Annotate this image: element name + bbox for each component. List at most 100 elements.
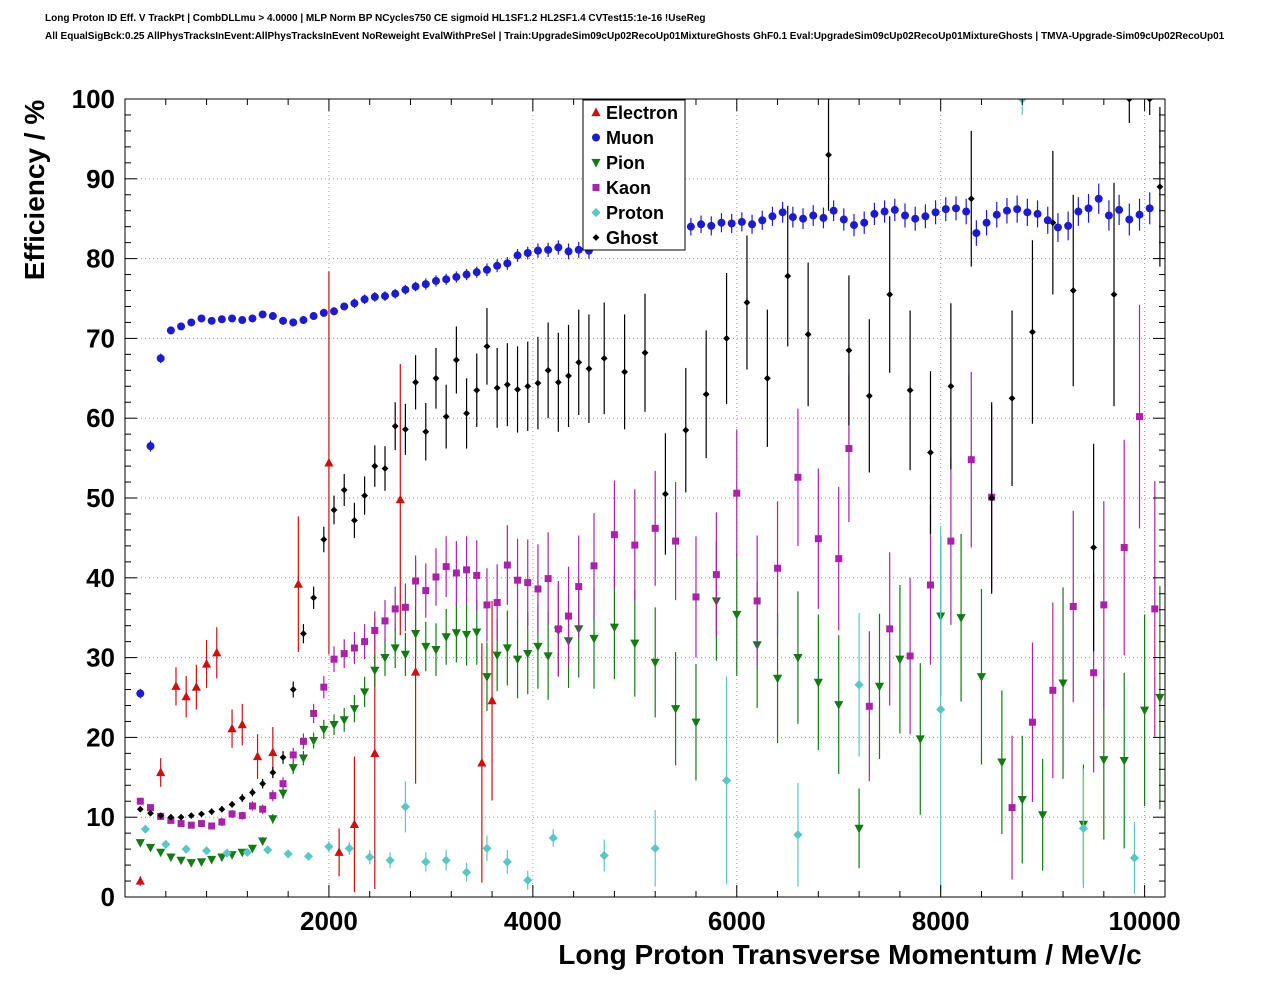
data-point: [442, 563, 450, 571]
data-point: [758, 216, 767, 225]
data-point: [503, 259, 512, 268]
data-point: [850, 221, 859, 230]
legend-label: Pion: [606, 153, 645, 173]
data-point: [514, 386, 521, 393]
data-point: [1038, 811, 1048, 820]
data-point: [360, 688, 370, 697]
data-point: [263, 845, 273, 855]
data-point: [452, 272, 461, 281]
data-point: [819, 213, 828, 222]
data-point: [886, 291, 894, 298]
data-point: [252, 751, 263, 761]
data-point: [565, 372, 572, 380]
data-point: [477, 757, 487, 767]
data-point: [860, 218, 869, 227]
data-point: [472, 268, 481, 277]
data-point: [793, 654, 803, 663]
data-point: [814, 535, 822, 543]
y-tick-label: 30: [86, 643, 115, 673]
data-point: [136, 689, 145, 698]
x-tick-label: 6000: [708, 906, 766, 936]
data-point: [309, 312, 318, 321]
data-point: [1140, 706, 1150, 716]
data-point: [401, 603, 409, 611]
data-point: [651, 524, 659, 532]
data-point: [926, 581, 934, 589]
data-point: [320, 536, 328, 543]
data-point: [564, 247, 573, 256]
data-point: [610, 531, 618, 539]
data-point: [906, 386, 914, 394]
plot-title-line2: All EqualSigBck:0.25 AllPhysTracksInEven…: [45, 31, 1225, 42]
data-point: [727, 219, 736, 228]
data-point: [732, 610, 742, 620]
data-point: [421, 642, 431, 652]
data-point: [269, 792, 277, 800]
data-point: [502, 857, 512, 867]
data-point: [289, 686, 297, 693]
data-point: [349, 705, 360, 714]
data-point: [921, 212, 930, 221]
data-point: [691, 718, 701, 728]
data-point: [493, 261, 502, 270]
data-point: [461, 630, 472, 640]
data-point: [854, 680, 864, 690]
data-point: [1151, 605, 1159, 613]
data-point: [222, 848, 232, 858]
data-point: [997, 758, 1007, 768]
series-kaon: [136, 304, 1159, 880]
data-point: [330, 506, 338, 514]
data-point: [218, 805, 226, 813]
data-point: [147, 809, 154, 817]
data-point: [431, 646, 441, 655]
data-point: [451, 629, 461, 638]
data-point: [697, 220, 706, 229]
data-point: [279, 753, 287, 761]
data-point: [177, 820, 185, 828]
data-point: [503, 561, 511, 569]
data-point: [1115, 205, 1124, 214]
data-point: [591, 107, 601, 117]
data-point: [931, 208, 940, 217]
data-point: [462, 270, 471, 279]
data-point: [329, 721, 339, 730]
data-point: [463, 566, 471, 574]
data-point: [360, 295, 369, 304]
data-point: [1033, 209, 1042, 218]
data-point: [967, 456, 975, 464]
data-point: [463, 410, 470, 417]
data-point: [927, 449, 934, 456]
series-proton: [140, 99, 1140, 894]
data-point: [412, 577, 420, 585]
data-point: [247, 844, 258, 854]
data-point: [599, 850, 609, 861]
data-point: [1053, 223, 1062, 232]
data-point: [492, 651, 502, 661]
data-point: [268, 747, 278, 757]
data-point: [410, 630, 421, 639]
data-point: [1136, 413, 1144, 421]
data-point: [794, 473, 802, 481]
data-point: [196, 858, 207, 867]
data-point: [432, 573, 440, 581]
data-point: [1028, 718, 1036, 726]
data-point: [543, 652, 553, 662]
data-point: [534, 379, 542, 387]
data-point: [350, 299, 359, 308]
data-point: [513, 251, 522, 260]
data-point: [310, 709, 318, 717]
data-point: [421, 280, 430, 289]
data-point: [1029, 328, 1036, 336]
data-point: [592, 184, 600, 191]
x-tick-label: 4000: [504, 906, 562, 936]
data-point: [915, 735, 925, 744]
data-point: [1017, 796, 1027, 805]
data-point: [421, 857, 431, 867]
data-point: [941, 205, 950, 214]
data-point: [156, 767, 166, 777]
data-point: [207, 316, 216, 325]
data-point: [493, 599, 501, 607]
data-point: [401, 425, 409, 433]
data-point: [825, 151, 832, 159]
